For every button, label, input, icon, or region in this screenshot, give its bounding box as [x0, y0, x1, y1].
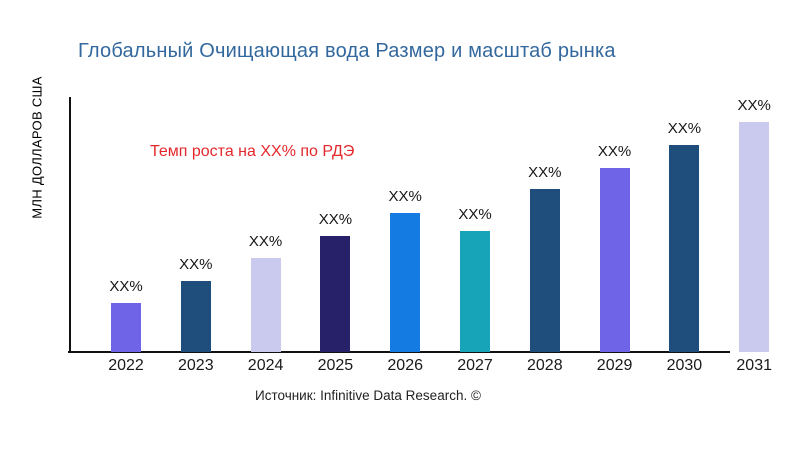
bar-value-label-2025: XX%	[318, 211, 353, 228]
source-caption: Источник: Infinitive Data Research. ©	[255, 388, 481, 403]
x-axis-line	[68, 351, 730, 353]
bar-2027	[460, 231, 490, 352]
bar-2024	[250, 258, 281, 352]
bar-value-label-2027: XX%	[458, 206, 492, 223]
bar-value-label-2023: XX%	[179, 256, 213, 273]
bar-2028	[529, 189, 560, 352]
bar-2031	[739, 122, 770, 352]
bar-value-label-2022: XX%	[109, 278, 143, 295]
bar-value-label-2026: XX%	[388, 188, 422, 205]
x-tick-2025: 2025	[317, 357, 354, 374]
x-tick-2024: 2024	[247, 357, 284, 374]
x-tick-2022: 2022	[108, 357, 144, 374]
bar-value-label-2030: XX%	[667, 120, 702, 137]
growth-rate-annotation: Темп роста на XX% по РДЭ	[150, 143, 355, 160]
bar-value-label-2031: XX%	[737, 97, 771, 114]
bar-2025	[320, 236, 351, 352]
y-axis-title: МЛН ДОЛЛАРОВ США	[29, 76, 45, 219]
bar-value-label-2029: XX%	[597, 143, 632, 160]
y-axis-line	[69, 97, 71, 353]
x-tick-2031: 2031	[736, 357, 772, 374]
x-tick-2023: 2023	[178, 357, 214, 374]
bar-value-label-2028: XX%	[528, 164, 562, 181]
bar-2030	[669, 145, 700, 352]
x-tick-2026: 2026	[387, 357, 423, 374]
bar-2026	[390, 213, 421, 352]
bar-2023	[180, 281, 211, 352]
bar-value-label-2024: XX%	[248, 233, 283, 250]
x-tick-2029: 2029	[596, 357, 633, 374]
x-tick-2028: 2028	[527, 357, 563, 374]
bar-2029	[599, 168, 630, 352]
chart-title: Глобальный Очищающая вода Размер и масшт…	[78, 40, 616, 62]
x-tick-2030: 2030	[666, 357, 703, 374]
bar-2022	[111, 303, 141, 352]
x-tick-2027: 2027	[457, 357, 493, 374]
